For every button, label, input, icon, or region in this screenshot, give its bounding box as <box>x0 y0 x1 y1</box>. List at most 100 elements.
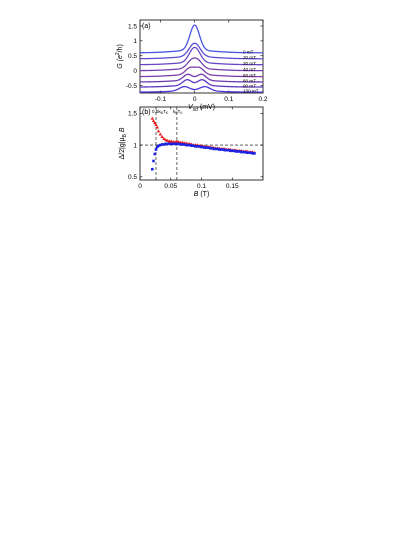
data-point-blue <box>195 145 199 148</box>
data-point-blue <box>179 143 182 146</box>
data-point-blue <box>206 146 210 149</box>
y-tick-label: 0.5 <box>128 174 137 181</box>
data-point-blue <box>223 148 227 152</box>
y-tick-label: 1 <box>133 142 137 149</box>
data-point-blue <box>154 148 158 151</box>
data-point-red <box>169 139 174 143</box>
data-point-blue <box>166 142 169 146</box>
data-point-blue <box>197 145 201 148</box>
data-point-blue <box>157 144 160 148</box>
data-point-blue <box>190 144 193 148</box>
series-label: 80 mT <box>243 78 256 83</box>
y-axis-label: G (e2/h) <box>115 44 124 69</box>
series-label: 90 mT <box>243 84 256 89</box>
data-point-blue <box>234 150 238 153</box>
y-tick-label: 1.5 <box>128 111 137 118</box>
data-point-red <box>155 125 159 129</box>
data-point-blue <box>170 142 173 146</box>
data-point-blue <box>243 150 247 154</box>
data-point-blue <box>232 149 236 153</box>
data-point-red <box>180 140 185 144</box>
data-point-blue <box>240 150 243 154</box>
data-point-red <box>151 119 156 123</box>
data-point-red <box>154 122 158 126</box>
data-point-red <box>150 116 154 120</box>
data-point-blue <box>186 143 190 147</box>
data-point-red <box>165 138 170 142</box>
data-point-blue <box>184 143 188 147</box>
data-point-blue <box>192 144 195 148</box>
data-point-blue <box>210 146 214 150</box>
series-line <box>140 57 263 72</box>
series-label: 60 mT <box>243 73 256 78</box>
data-point-blue <box>162 143 166 146</box>
y-tick-label: 0 <box>133 68 137 75</box>
data-point-blue <box>242 150 245 154</box>
panel-label: (b) <box>142 109 151 116</box>
data-point-blue <box>218 148 221 151</box>
data-point-blue <box>168 142 171 146</box>
data-point-blue <box>205 146 208 149</box>
y-tick-label: 0.5 <box>128 53 137 60</box>
data-point-blue <box>164 142 168 146</box>
y-tick-label: 1.5 <box>128 23 137 30</box>
data-point-blue <box>152 159 155 163</box>
y-tick-label: -0.5 <box>126 83 138 90</box>
data-point-blue <box>175 142 179 146</box>
data-point-blue <box>208 146 212 150</box>
data-point-red <box>160 135 164 139</box>
data-point-blue <box>236 150 240 153</box>
x-axis-label: B (T) <box>194 191 210 198</box>
data-point-blue <box>253 152 256 155</box>
vline-label: 0.5kBTK <box>152 109 169 115</box>
series-line <box>140 73 263 83</box>
x-tick-label: 0.05 <box>164 183 177 190</box>
x-tick-label: 0 <box>138 183 142 190</box>
data-point-blue <box>245 151 249 155</box>
data-point-blue <box>247 151 251 155</box>
data-point-blue <box>171 142 175 146</box>
data-point-red <box>156 129 161 133</box>
data-point-blue <box>251 152 254 155</box>
data-point-blue <box>188 143 192 147</box>
data-point-blue <box>249 151 252 155</box>
panel-b: 0 0.05 0.1 0.15 1.5 1 0.5 0.5kBTK kBTK (b) B (T) Δ/… <box>119 106 264 198</box>
data-point-blue <box>158 143 162 147</box>
series-line <box>140 85 263 93</box>
data-point-blue <box>160 143 164 146</box>
data-point-red <box>153 121 157 125</box>
x-tick-label: -0.1 <box>155 96 167 103</box>
y-axis-label: Δ/2|g|μB B <box>119 127 128 159</box>
data-point-red <box>175 139 179 143</box>
data-point-blue <box>229 149 232 153</box>
data-point-red <box>158 132 162 136</box>
data-point-blue <box>153 152 157 156</box>
data-point-blue <box>230 149 234 153</box>
series-label: 30 mT <box>243 61 256 66</box>
data-point-red <box>164 138 168 142</box>
data-point-blue <box>177 142 181 146</box>
data-point-red <box>162 136 166 140</box>
series-line <box>139 79 263 88</box>
x-tick-label: 0.2 <box>258 96 267 103</box>
series-label: 40 mT <box>243 67 256 72</box>
series-label: 0 mT <box>243 49 254 54</box>
data-point-blue <box>182 143 186 146</box>
series-line <box>139 24 263 54</box>
series-label: 130 mT <box>243 89 259 94</box>
x-tick-label: 0.1 <box>224 96 233 103</box>
data-point-red <box>177 140 181 144</box>
data-point-blue <box>212 147 216 151</box>
x-tick-label: 0.15 <box>226 183 239 190</box>
data-point-blue <box>199 145 203 149</box>
data-point-blue <box>225 148 229 152</box>
vline-label: kBTK <box>173 109 183 115</box>
panel-a-frame <box>139 19 264 94</box>
data-point-blue <box>201 145 205 149</box>
data-point-blue <box>194 145 197 148</box>
series-line <box>139 42 263 60</box>
panel-b-frame <box>139 106 264 181</box>
data-point-blue <box>219 148 223 151</box>
data-point-blue <box>227 148 230 152</box>
